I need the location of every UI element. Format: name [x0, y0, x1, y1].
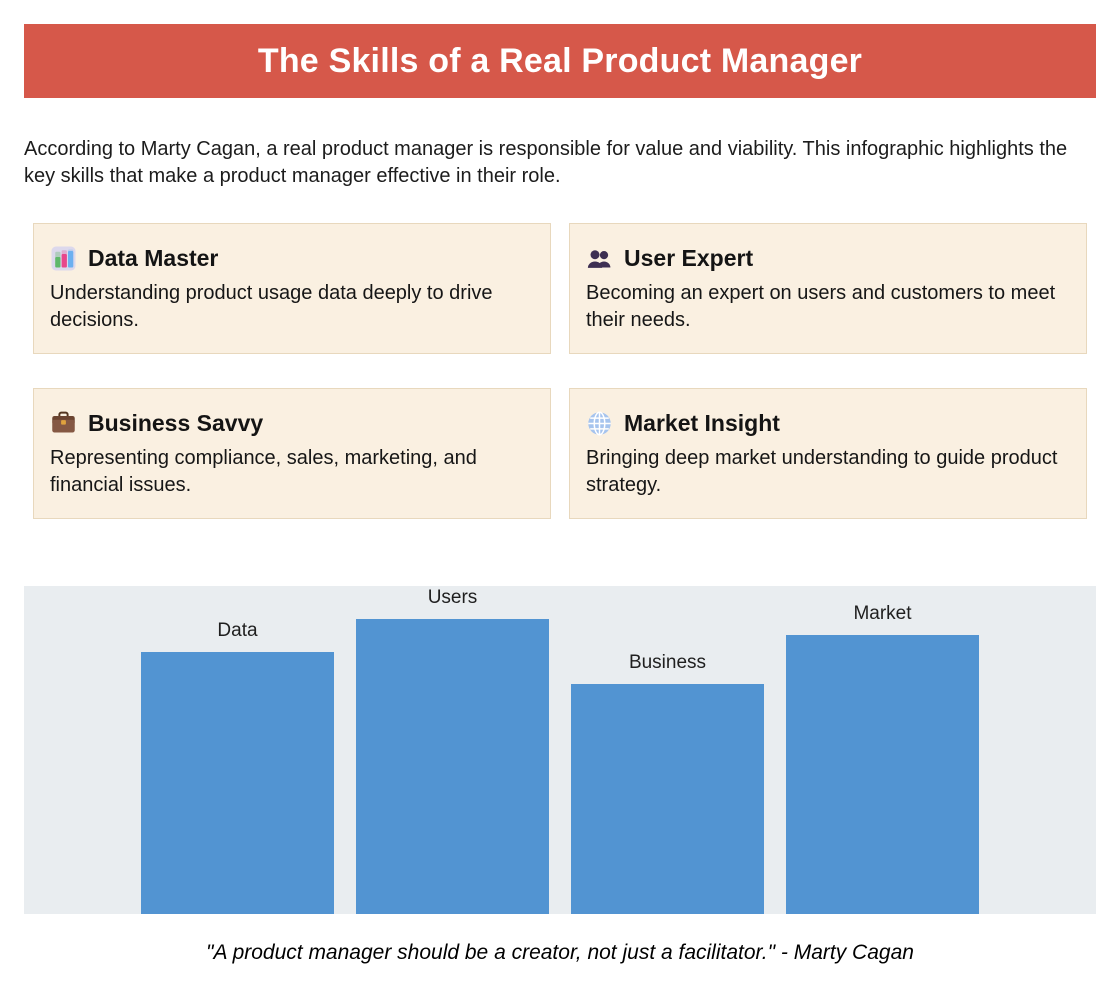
bar-data: [141, 652, 334, 914]
bar-chart-icon: [51, 246, 76, 271]
bar-market: [786, 635, 979, 914]
globe-icon: [588, 411, 611, 436]
card-title-row: User Expert: [586, 245, 1070, 272]
card-market-insight: Market Insight Bringing deep market unde…: [569, 388, 1087, 519]
card-title-row: Data Master: [50, 245, 534, 272]
card-data-master: Data Master Understanding product usage …: [33, 223, 551, 354]
card-description: Bringing deep market understanding to gu…: [586, 447, 1058, 496]
card-description: Understanding product usage data deeply …: [50, 282, 493, 331]
card-title: Business Savvy: [88, 410, 264, 436]
intro-paragraph: According to Marty Cagan, a real product…: [24, 138, 1068, 187]
bar-group-market: Market: [786, 603, 979, 914]
users-icon: [587, 250, 611, 268]
header-banner: The Skills of a Real Product Manager: [24, 24, 1096, 98]
card-business-savvy: Business Savvy Representing compliance, …: [33, 388, 551, 519]
page-title: The Skills of a Real Product Manager: [257, 41, 863, 80]
card-description: Representing compliance, sales, marketin…: [50, 447, 477, 496]
bar-label: Market: [853, 603, 912, 624]
card-title-row: Business Savvy: [50, 410, 534, 437]
bar-users: [356, 619, 549, 914]
bar-group-users: Users: [356, 587, 549, 914]
bar-chart: Data Users Business Market: [24, 586, 1096, 914]
card-title: Market Insight: [624, 410, 780, 436]
bar-group-business: Business: [571, 652, 764, 914]
card-title: User Expert: [624, 245, 754, 271]
quote-text: "A product manager should be a creator, …: [206, 941, 914, 964]
bar-label: Users: [427, 587, 478, 608]
card-user-expert: User Expert Becoming an expert on users …: [569, 223, 1087, 354]
bar-label: Data: [217, 620, 258, 641]
briefcase-icon: [52, 411, 75, 433]
card-title: Data Master: [88, 245, 219, 271]
card-description: Becoming an expert on users and customer…: [586, 282, 1056, 331]
card-title-row: Market Insight: [586, 410, 1070, 437]
bar-business: [571, 684, 764, 914]
skill-cards-grid: Data Master Understanding product usage …: [33, 223, 1087, 519]
bar-group-data: Data: [141, 620, 334, 914]
infographic-page: The Skills of a Real Product Manager Acc…: [24, 24, 1096, 964]
bar-label: Business: [628, 652, 707, 673]
